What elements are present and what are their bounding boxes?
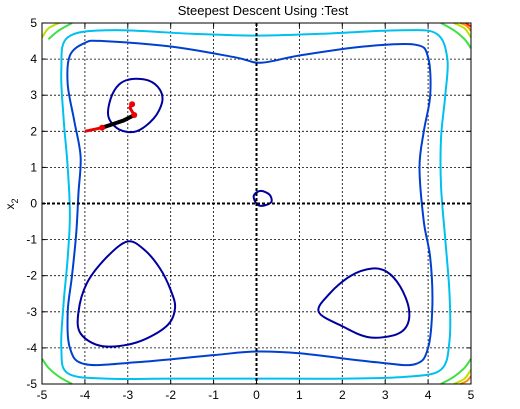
contour-line-orange <box>459 375 472 385</box>
contour-line-yellow <box>453 22 472 38</box>
y-tick-label: 2 <box>30 124 37 138</box>
contour-line-green <box>41 358 73 385</box>
descent-point <box>99 124 106 131</box>
y-tick-label: -3 <box>26 305 37 319</box>
x-tick-label: 0 <box>253 388 260 402</box>
contour-line-green <box>440 22 472 49</box>
y-axis-label-sub: 2 <box>10 198 20 203</box>
y-axis-label: x2 <box>3 198 20 209</box>
descent-path <box>84 101 138 133</box>
x-tick-label: 4 <box>425 388 432 402</box>
x-tick-label: 3 <box>382 388 389 402</box>
y-tick-label: 1 <box>30 160 37 174</box>
contour-line-orange <box>459 22 472 32</box>
contour-line-yellow <box>41 22 60 38</box>
contour-line-inner <box>106 77 164 134</box>
y-tick-label: -2 <box>26 269 37 283</box>
contour-line-inner <box>252 189 273 207</box>
y-tick-label: 3 <box>30 88 37 102</box>
x-tick-label: 1 <box>296 388 303 402</box>
y-tick-label: 5 <box>30 16 37 30</box>
y-axis-label-main: x <box>3 204 17 210</box>
x-tick-label: -2 <box>165 388 176 402</box>
y-tick-label: -5 <box>26 377 37 391</box>
contour-line-green <box>47 22 73 40</box>
y-tick-label: 0 <box>30 197 37 211</box>
descent-point <box>131 112 138 119</box>
contour-line-mid <box>66 39 434 367</box>
x-tick-label: -1 <box>208 388 219 402</box>
contour-lines <box>41 22 472 385</box>
y-tick-label: 4 <box>30 52 37 66</box>
x-tick-label: 5 <box>468 388 475 402</box>
x-tick-label: -3 <box>122 388 133 402</box>
contour-line-inner <box>317 267 411 339</box>
contour-line-green <box>440 358 472 385</box>
y-tick-label: -1 <box>26 233 37 247</box>
contour-line-yellow <box>453 369 472 385</box>
x-tick-label: -4 <box>80 388 91 402</box>
descent-path-steps <box>101 113 136 130</box>
grid-lines <box>42 23 471 384</box>
contour-line-inner <box>76 240 177 348</box>
contour-line-cyan <box>60 29 452 380</box>
x-tick-label: -5 <box>37 388 48 402</box>
y-tick-label: -4 <box>26 341 37 355</box>
y-tick-labels: 5 4 3 2 1 0 -1 -2 -3 -4 -5 <box>26 16 471 391</box>
x-tick-label: 2 <box>339 388 346 402</box>
descent-point <box>129 101 136 108</box>
zero-axes <box>42 23 471 384</box>
chart-title: Steepest Descent Using :Test <box>178 3 349 18</box>
x-tick-labels: -5 -4 -3 -2 -1 0 1 2 3 4 5 <box>37 23 475 402</box>
